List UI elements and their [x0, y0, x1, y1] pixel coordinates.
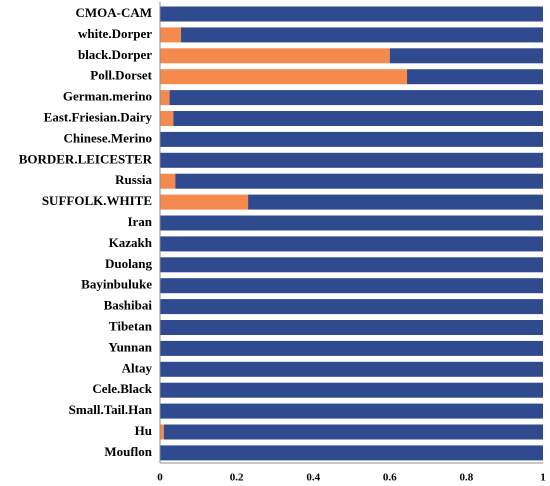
category-label: black.Dorper: [78, 47, 152, 62]
category-label: Poll.Dorset: [90, 68, 152, 83]
bar-segment-1: [160, 194, 249, 210]
category-label: Bashibai: [104, 298, 153, 313]
bar-segment-2: [175, 173, 543, 189]
bar-segment-2: [160, 131, 543, 147]
bar-segment-2: [181, 27, 543, 43]
category-label: Yunnan: [108, 339, 152, 354]
bar-segment-1: [160, 48, 390, 64]
category-label: Small.Tail.Han: [69, 402, 153, 417]
bar-segment-2: [160, 236, 543, 252]
bar-segment-2: [169, 90, 543, 106]
bar-segment-2: [160, 445, 543, 461]
category-label: Hu: [135, 423, 152, 438]
bar-segment-2: [160, 257, 543, 273]
category-label: Chinese.Merino: [64, 130, 152, 145]
category-label: Bayinbuluke: [81, 277, 152, 292]
category-labels: CMOA-CAM white.Dorper black.Dorper Poll.Dor…: [19, 5, 153, 459]
x-tick-label: 0.8: [460, 472, 474, 484]
category-label: Cele.Black: [92, 381, 152, 396]
x-tick-label: 0.2: [230, 472, 244, 484]
bar-segment-1: [160, 69, 408, 85]
bar-segment-1: [160, 111, 174, 126]
x-tick-label: 1: [540, 472, 546, 484]
x-tick-label: 0.6: [383, 472, 397, 484]
bar-segment-2: [160, 152, 543, 168]
category-label: Iran: [127, 214, 152, 229]
category-label: Tibetan: [109, 318, 153, 333]
bar-segment-2: [160, 340, 543, 356]
bar-segment-2: [173, 111, 543, 126]
bar-segment-2: [389, 48, 543, 64]
category-label: East.Friesian.Dairy: [44, 109, 153, 124]
bar-segment-1: [160, 90, 170, 106]
bar-segment-2: [407, 69, 543, 85]
bar-segment-2: [163, 424, 543, 440]
category-label: Altay: [122, 360, 153, 375]
category-label: white.Dorper: [78, 26, 152, 41]
category-label: Mouflon: [104, 444, 152, 459]
category-label: CMOA-CAM: [75, 5, 152, 20]
x-tick-label: 0.4: [306, 472, 320, 484]
x-axis-ticks: 0 0.2 0.4 0.6 0.8 1: [157, 472, 546, 484]
category-label: SUFFOLK.WHITE: [42, 193, 152, 208]
category-label: German.merino: [63, 89, 152, 104]
bar-segment-1: [160, 424, 164, 440]
bar-segment-2: [248, 194, 543, 210]
bar-segment-2: [160, 215, 543, 231]
x-tick-label: 0: [157, 472, 163, 484]
category-label: Duolang: [105, 256, 152, 271]
bar-segment-1: [160, 173, 176, 189]
bar-segment-2: [160, 299, 543, 315]
bar-segment-1: [160, 27, 182, 43]
bar-segment-2: [160, 403, 543, 419]
category-label: BORDER.LEICESTER: [19, 151, 153, 166]
category-label: Kazakh: [109, 235, 153, 250]
bars: [160, 6, 543, 461]
category-label: Russia: [115, 172, 152, 187]
bar-segment-2: [160, 278, 543, 294]
bar-segment-2: [160, 382, 543, 398]
bar-segment-2: [160, 320, 543, 335]
bar-segment-2: [160, 361, 543, 377]
bar-segment-2: [160, 6, 543, 22]
